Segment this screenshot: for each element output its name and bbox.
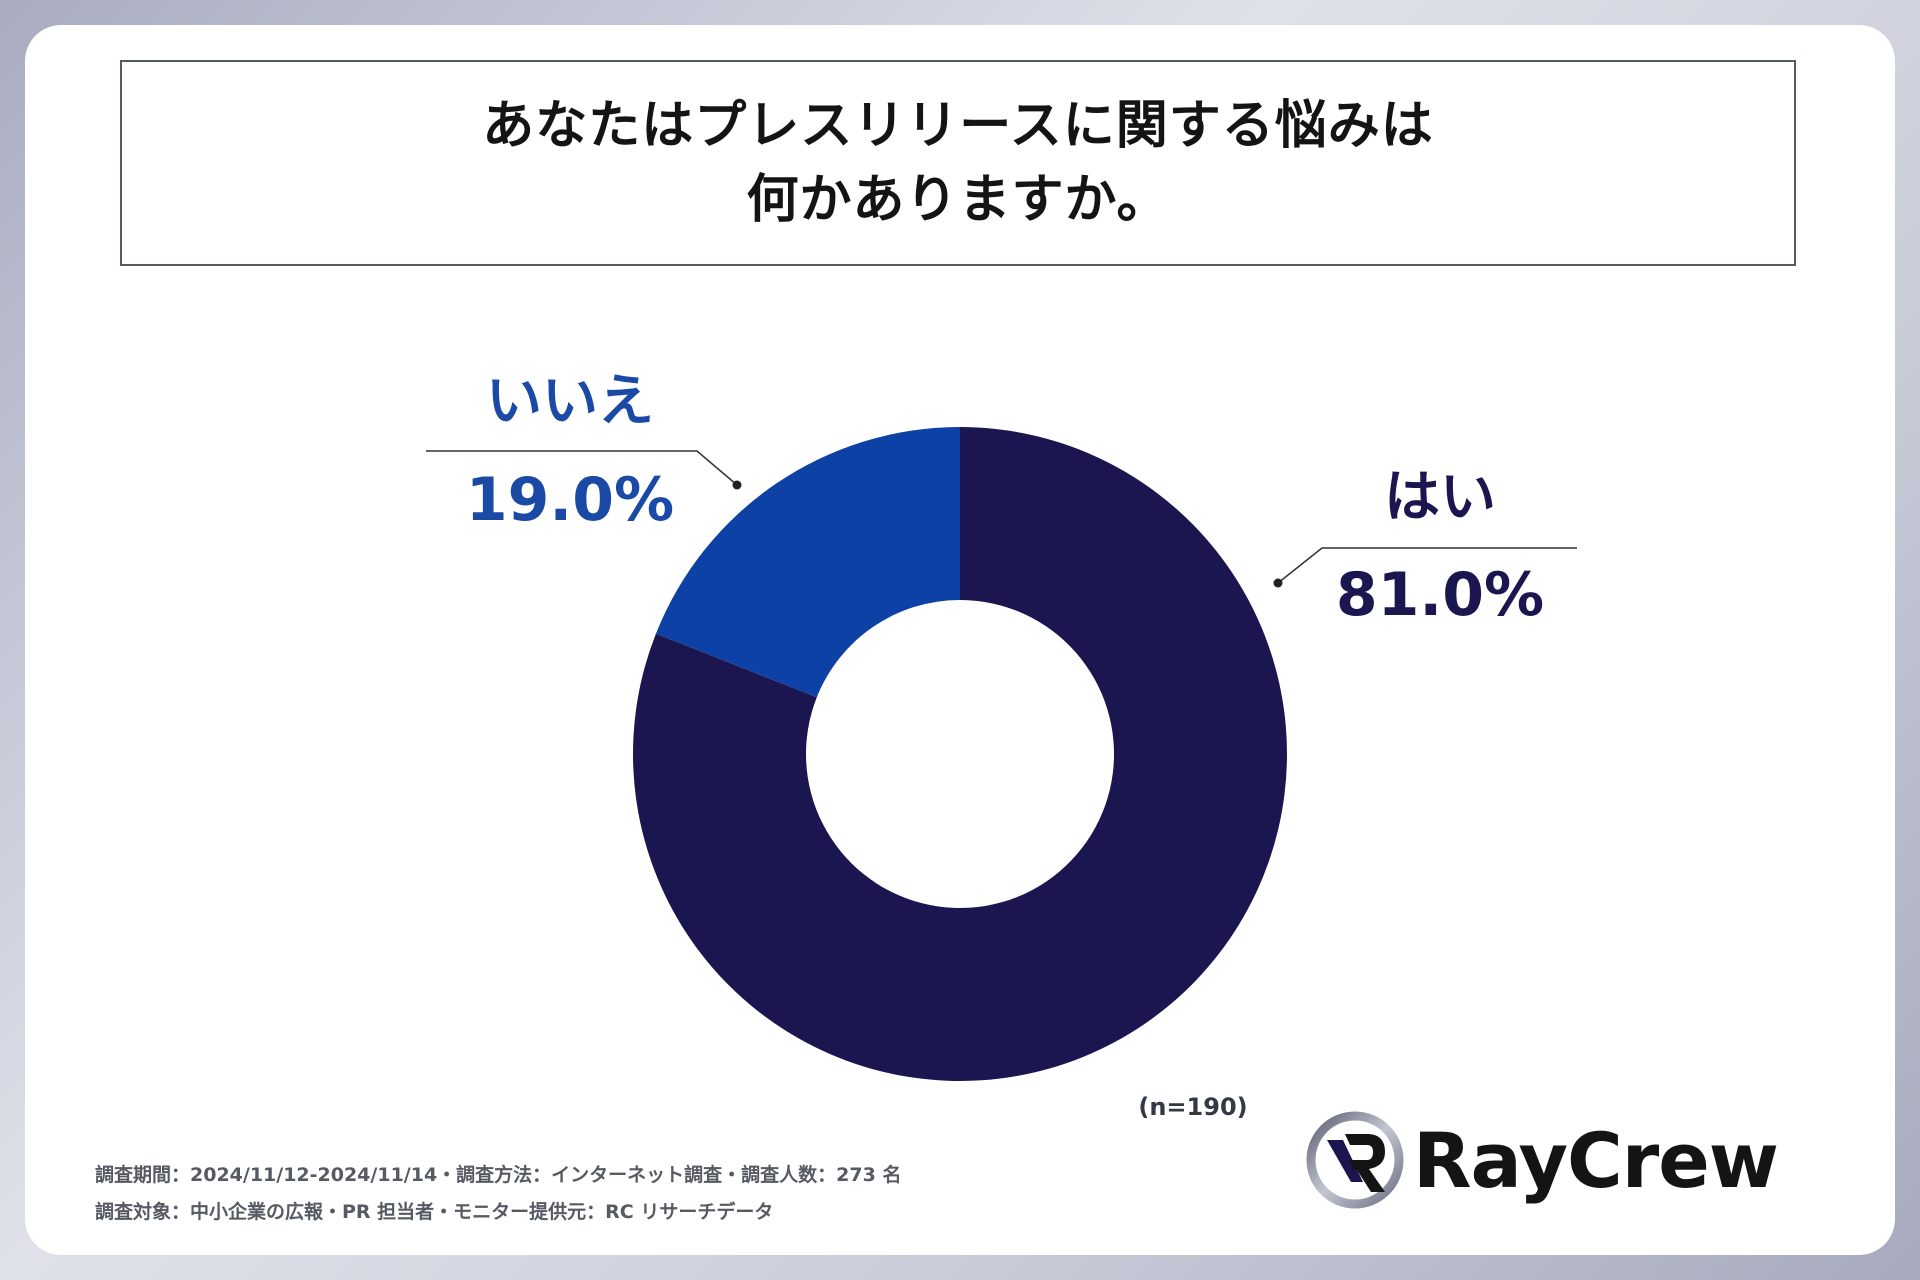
footer-survey-line-1: 調査期間：2024/11/12-2024/11/14・調査方法：インターネット調… bbox=[95, 1164, 902, 1186]
category-label-1: いいえ bbox=[486, 369, 654, 434]
chart-title-line-1: あなたはプレスリリースに関する悩みは bbox=[482, 96, 1434, 156]
raycrew-logo: RayCrew bbox=[1305, 1110, 1779, 1210]
raycrew-logo-text: RayCrew bbox=[1413, 1115, 1779, 1205]
value-label-0: 81.0% bbox=[1336, 560, 1544, 630]
leader-dot-0 bbox=[1273, 578, 1283, 588]
chart-title-line-2: 何かありますか。 bbox=[746, 170, 1170, 230]
donut-slice-1 bbox=[655, 427, 960, 698]
leader-line-0 bbox=[1277, 547, 1577, 584]
value-label-1: 19.0% bbox=[466, 465, 674, 535]
title-box: あなたはプレスリリースに関する悩みは 何かありますか。 bbox=[120, 60, 1796, 266]
footer-survey-line-2: 調査対象：中小企業の広報・PR 担当者・モニター提供元：RC リサーチデータ bbox=[95, 1201, 774, 1223]
leader-line-1 bbox=[426, 450, 738, 486]
sample-size: (n=190) bbox=[1138, 1093, 1247, 1121]
raycrew-logo-icon bbox=[1306, 1111, 1404, 1209]
donut-slice-0 bbox=[633, 427, 1287, 1082]
category-label-0: はい bbox=[1384, 465, 1496, 530]
leader-dot-1 bbox=[732, 480, 742, 490]
